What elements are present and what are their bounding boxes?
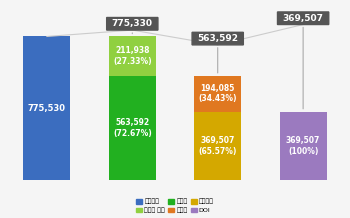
Bar	[109, 76, 156, 180]
Text: 563,592
(72.67%): 563,592 (72.67%)	[113, 118, 152, 138]
Text: 194,085
(34.43%): 194,085 (34.43%)	[198, 84, 237, 103]
FancyBboxPatch shape	[278, 12, 329, 25]
FancyBboxPatch shape	[192, 32, 243, 45]
Bar	[194, 76, 241, 112]
Text: 775,330: 775,330	[112, 19, 153, 28]
Bar	[109, 36, 156, 76]
Text: 369,507
(65.57%): 369,507 (65.57%)	[198, 136, 237, 155]
Text: 775,530: 775,530	[28, 104, 66, 113]
Legend: 참고문헌, 학술지 이용, 학술지, 미식별, 식별정보, DOI: 참고문헌, 학술지 이용, 학술지, 미식별, 식별정보, DOI	[134, 196, 216, 216]
Text: 563,592: 563,592	[197, 34, 238, 43]
Bar	[280, 112, 327, 180]
Bar	[23, 36, 70, 180]
Text: 369,507
(100%): 369,507 (100%)	[286, 136, 320, 155]
Bar	[194, 112, 241, 180]
Text: 211,938
(27.33%): 211,938 (27.33%)	[113, 46, 152, 66]
Text: 369,507: 369,507	[283, 14, 324, 23]
FancyBboxPatch shape	[107, 17, 158, 30]
